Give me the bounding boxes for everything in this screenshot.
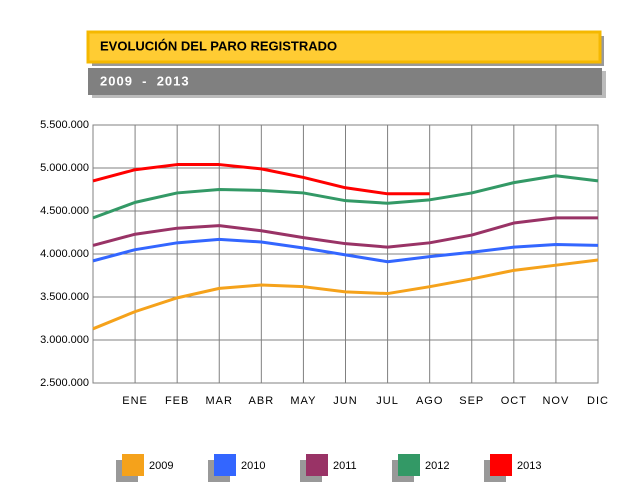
y-tick-label: 3.000.000 [40, 334, 89, 346]
y-tick-label: 5.500.000 [40, 119, 89, 131]
x-tick-label: MAR [206, 395, 233, 407]
x-tick-label: ENE [122, 395, 148, 407]
subtitle-box [88, 68, 602, 95]
legend-swatch [122, 454, 144, 476]
legend-swatch [398, 454, 420, 476]
x-tick-label: JUL [376, 395, 399, 407]
legend-label: 2012 [425, 460, 449, 472]
y-tick-label: 3.500.000 [40, 291, 89, 303]
x-tick-label: MAY [290, 395, 316, 407]
line [92, 163, 430, 196]
line [92, 216, 598, 249]
x-tick-label: DIC [587, 395, 609, 407]
x-tick-label: FEB [165, 395, 189, 407]
y-tick-label: 4.500.000 [40, 205, 89, 217]
x-tick-label: JUN [333, 395, 357, 407]
legend-swatch [306, 454, 328, 476]
line [92, 237, 599, 264]
legend-label: 2011 [333, 460, 357, 472]
title-box [86, 30, 602, 64]
x-tick-label: AGO [416, 395, 443, 407]
x-tick-label: NOV [542, 395, 569, 407]
y-tick-label: 2.500.000 [40, 377, 89, 389]
y-tick-label: 5.000.000 [40, 162, 89, 174]
x-tick-label: SEP [459, 395, 484, 407]
line [92, 258, 599, 331]
chart-subtitle: 2009 - 2013 [100, 73, 190, 88]
x-tick-label: ABR [249, 395, 275, 407]
chart-title: EVOLUCIÓN DEL PARO REGISTRADO [100, 38, 337, 53]
line [92, 174, 599, 220]
legend-swatch [214, 454, 236, 476]
y-tick-label: 4.000.000 [40, 248, 89, 260]
legend-swatch [490, 454, 512, 476]
legend-label: 2010 [241, 460, 265, 472]
x-tick-label: OCT [501, 395, 527, 407]
legend-label: 2009 [149, 460, 173, 472]
legend-label: 2013 [517, 460, 541, 472]
